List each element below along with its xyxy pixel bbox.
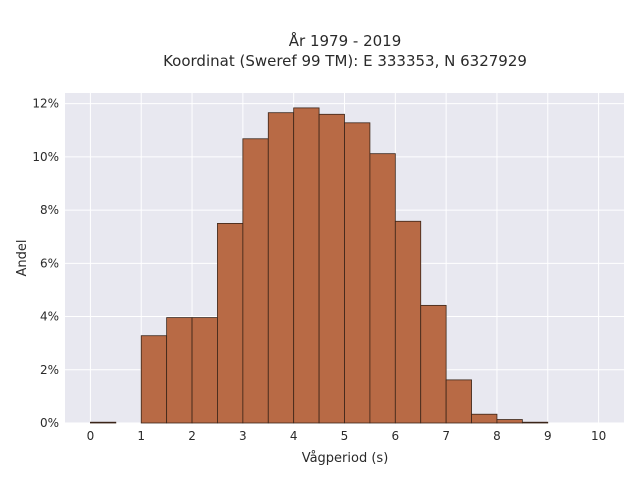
x-tick-label: 5 (341, 429, 349, 443)
y-axis-label: Andel (15, 240, 30, 277)
histogram-bar (293, 107, 320, 424)
x-tick-label: 8 (493, 429, 501, 443)
histogram-bar (166, 317, 193, 424)
x-tick-label: 7 (442, 429, 450, 443)
bars (90, 107, 549, 424)
x-tick-label: 10 (591, 429, 606, 443)
histogram-bar (217, 223, 244, 424)
y-tick-label: 2% (40, 363, 59, 377)
histogram-bar (496, 419, 523, 424)
histogram-bar (344, 122, 371, 424)
y-tick-label: 6% (40, 256, 59, 270)
chart-title-line2: Koordinat (Sweref 99 TM): E 333353, N 63… (163, 52, 527, 70)
y-tick-label: 0% (40, 416, 59, 430)
chart-title-line1: År 1979 - 2019 (289, 31, 402, 50)
histogram-bar (521, 421, 549, 424)
x-tick-label: 0 (87, 429, 95, 443)
histogram-bar (267, 112, 295, 424)
x-tick-label: 9 (544, 429, 552, 443)
x-tick-label: 1 (137, 429, 145, 443)
x-tick-label: 3 (239, 429, 247, 443)
y-tick-labels: 0% 2% 4% 6% 8% 10% 12% (32, 97, 59, 430)
x-tick-label: 2 (188, 429, 196, 443)
histogram-bar (471, 413, 498, 424)
x-axis-label: Vågperiod (s) (302, 451, 389, 466)
histogram-bar (394, 220, 422, 424)
histogram-bar (369, 153, 396, 424)
x-tick-labels: 0 1 2 3 4 5 6 7 8 9 10 (87, 429, 607, 443)
histogram-bar (191, 317, 218, 424)
histogram-bar (318, 113, 345, 424)
histogram-bar (140, 335, 168, 424)
histogram-bar (90, 421, 117, 424)
histogram-bar (420, 304, 447, 424)
y-tick-label: 4% (40, 310, 59, 324)
y-tick-label: 10% (32, 150, 59, 164)
y-tick-label: 8% (40, 203, 59, 217)
y-tick-label: 12% (32, 97, 59, 111)
x-tick-label: 6 (391, 429, 399, 443)
histogram-bar (445, 379, 472, 424)
x-tick-label: 4 (290, 429, 298, 443)
histogram-bar (242, 138, 269, 424)
